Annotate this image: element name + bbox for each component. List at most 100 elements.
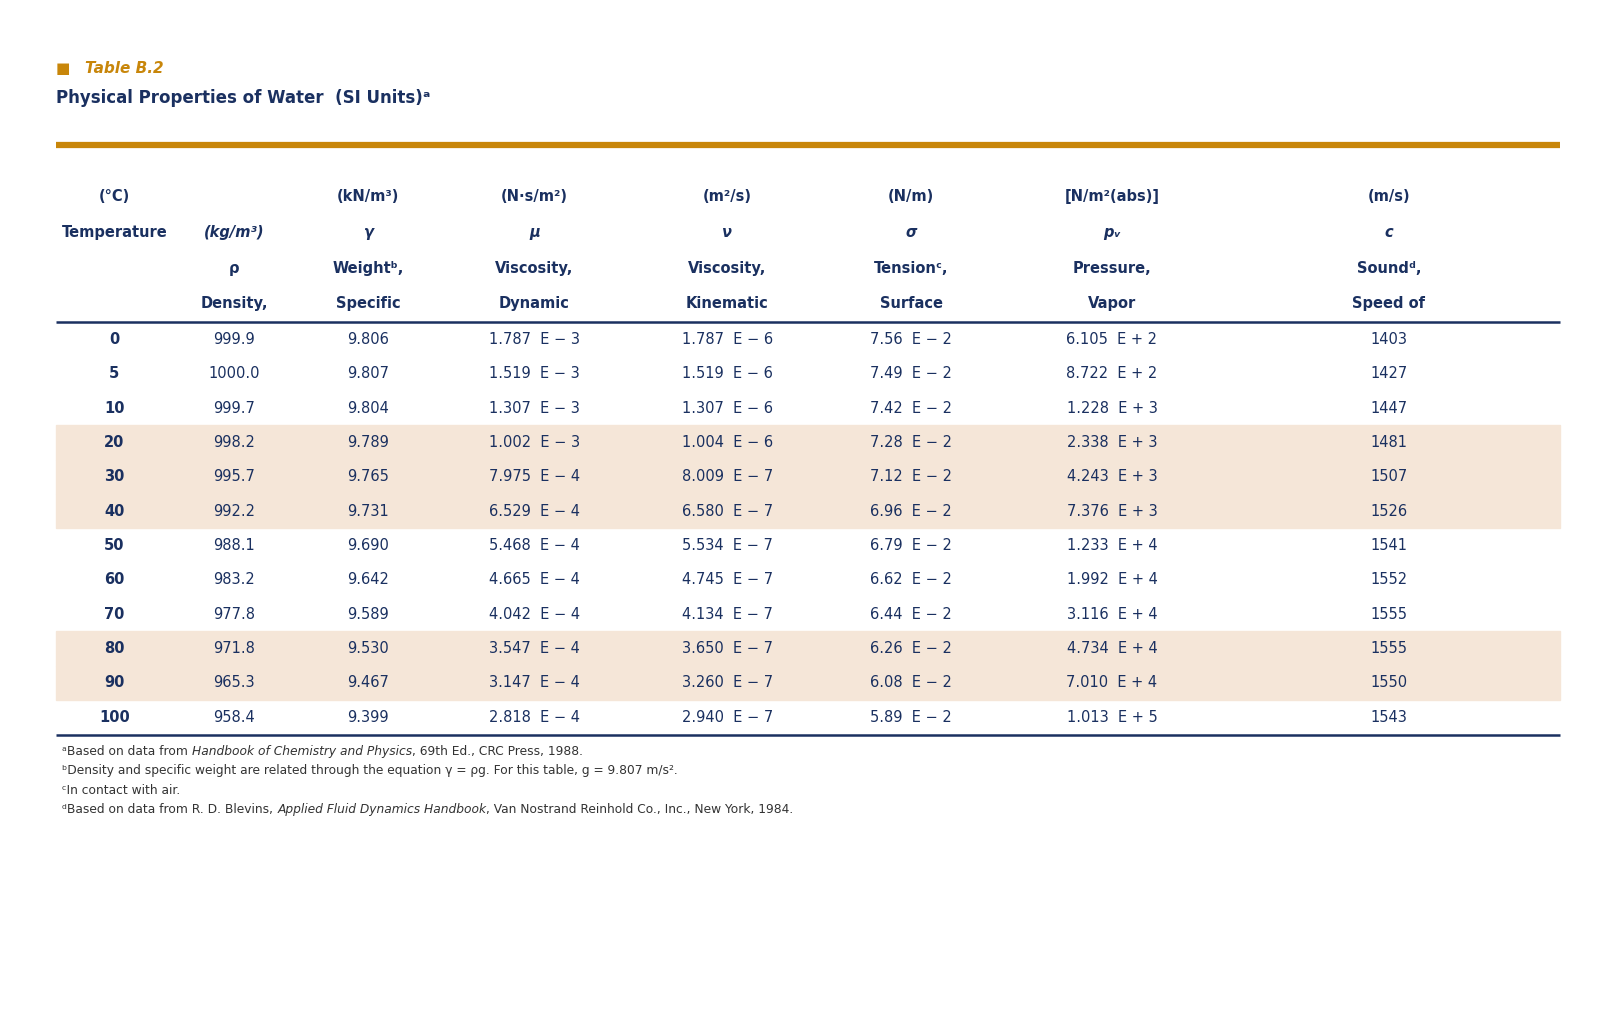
Text: 3.147  E − 4: 3.147 E − 4 (490, 675, 579, 691)
Text: 9.467: 9.467 (347, 675, 389, 691)
Text: 992.2: 992.2 (213, 503, 256, 519)
Text: 958.4: 958.4 (213, 710, 256, 725)
Text: ᶜIn contact with air.: ᶜIn contact with air. (62, 784, 181, 797)
Text: 3.260  E − 7: 3.260 E − 7 (682, 675, 773, 691)
Text: 1541: 1541 (1370, 538, 1408, 553)
Text: ρ: ρ (229, 261, 240, 275)
Text: 7.010  E + 4: 7.010 E + 4 (1067, 675, 1157, 691)
Text: 6.96  E − 2: 6.96 E − 2 (870, 503, 952, 519)
Bar (56, 426, 1560, 459)
Text: 9.642: 9.642 (347, 573, 389, 587)
Text: 1552: 1552 (1370, 573, 1408, 587)
Bar (56, 459, 1560, 494)
Text: 30: 30 (104, 470, 125, 484)
Text: (m²/s): (m²/s) (702, 189, 752, 204)
Text: 9.589: 9.589 (347, 607, 389, 622)
Text: 1555: 1555 (1370, 641, 1408, 656)
Text: 8.722  E + 2: 8.722 E + 2 (1066, 366, 1158, 382)
Text: 1.013  E + 5: 1.013 E + 5 (1067, 710, 1157, 725)
Text: 1526: 1526 (1370, 503, 1408, 519)
Text: 9.399: 9.399 (347, 710, 389, 725)
Text: 6.580  E − 7: 6.580 E − 7 (682, 503, 773, 519)
Text: 998.2: 998.2 (213, 435, 256, 450)
Text: 9.806: 9.806 (347, 331, 389, 347)
Text: 4.134  E − 7: 4.134 E − 7 (682, 607, 773, 622)
Text: 4.042  E − 4: 4.042 E − 4 (490, 607, 579, 622)
Text: 6.08  E − 2: 6.08 E − 2 (870, 675, 952, 691)
Text: 1481: 1481 (1370, 435, 1408, 450)
Text: 3.116  E + 4: 3.116 E + 4 (1067, 607, 1157, 622)
Text: Viscosity,: Viscosity, (496, 261, 573, 275)
Text: Pressure,: Pressure, (1072, 261, 1152, 275)
Text: 983.2: 983.2 (213, 573, 256, 587)
Text: Surface: Surface (880, 297, 942, 311)
Bar (56, 666, 1560, 700)
Text: 6.44  E − 2: 6.44 E − 2 (870, 607, 952, 622)
Text: 1403: 1403 (1370, 331, 1408, 347)
Text: 999.7: 999.7 (213, 401, 256, 415)
Text: 1555: 1555 (1370, 607, 1408, 622)
Text: 999.9: 999.9 (213, 331, 256, 347)
Text: Tensionᶜ,: Tensionᶜ, (874, 261, 949, 275)
Text: 4.745  E − 7: 4.745 E − 7 (682, 573, 773, 587)
Text: Density,: Density, (200, 297, 269, 311)
Text: 1.519  E − 6: 1.519 E − 6 (682, 366, 773, 382)
Text: Applied Fluid Dynamics Handbook: Applied Fluid Dynamics Handbook (277, 803, 486, 816)
Text: ᵈBased on data from R. D. Blevins,: ᵈBased on data from R. D. Blevins, (62, 803, 277, 816)
Text: 9.690: 9.690 (347, 538, 389, 553)
Text: 2.940  E − 7: 2.940 E − 7 (682, 710, 773, 725)
Text: 1543: 1543 (1370, 710, 1408, 725)
Text: ■: ■ (56, 61, 70, 77)
Text: 6.529  E − 4: 6.529 E − 4 (490, 503, 579, 519)
Text: 1.992  E + 4: 1.992 E + 4 (1067, 573, 1157, 587)
Text: 5.534  E − 7: 5.534 E − 7 (682, 538, 773, 553)
Text: 9.804: 9.804 (347, 401, 389, 415)
Text: ᵃBased on data from: ᵃBased on data from (62, 745, 192, 758)
Text: 3.547  E − 4: 3.547 E − 4 (490, 641, 579, 656)
Text: 1.233  E + 4: 1.233 E + 4 (1067, 538, 1157, 553)
Text: 4.665  E − 4: 4.665 E − 4 (490, 573, 579, 587)
Text: (N·s/m²): (N·s/m²) (501, 189, 568, 204)
Text: 9.765: 9.765 (347, 470, 389, 484)
Text: 1.228  E + 3: 1.228 E + 3 (1067, 401, 1157, 415)
Text: 5.89  E − 2: 5.89 E − 2 (870, 710, 952, 725)
Text: 1.787  E − 3: 1.787 E − 3 (490, 331, 579, 347)
Text: 7.12  E − 2: 7.12 E − 2 (870, 470, 952, 484)
Text: 6.79  E − 2: 6.79 E − 2 (870, 538, 952, 553)
Text: Physical Properties of Water  (SI Units)ᵃ: Physical Properties of Water (SI Units)ᵃ (56, 89, 430, 107)
Text: 0: 0 (109, 331, 120, 347)
Text: 60: 60 (104, 573, 125, 587)
Text: Temperature: Temperature (61, 225, 168, 239)
Text: 1000.0: 1000.0 (208, 366, 261, 382)
Bar (56, 631, 1560, 666)
Text: Viscosity,: Viscosity, (688, 261, 766, 275)
Text: 2.818  E − 4: 2.818 E − 4 (490, 710, 579, 725)
Text: 1550: 1550 (1370, 675, 1408, 691)
Text: 5: 5 (109, 366, 120, 382)
Text: 4.734  E + 4: 4.734 E + 4 (1067, 641, 1157, 656)
Text: 7.49  E − 2: 7.49 E − 2 (870, 366, 952, 382)
Text: μ: μ (530, 225, 539, 239)
Text: 90: 90 (104, 675, 125, 691)
Text: 70: 70 (104, 607, 125, 622)
Text: 7.975  E − 4: 7.975 E − 4 (490, 470, 579, 484)
Text: Speed of: Speed of (1352, 297, 1426, 311)
Text: 9.807: 9.807 (347, 366, 389, 382)
Text: (°C): (°C) (99, 189, 130, 204)
Bar (56, 494, 1560, 528)
Text: (kN/m³): (kN/m³) (338, 189, 398, 204)
Text: 1.004  E − 6: 1.004 E − 6 (682, 435, 773, 450)
Text: 7.42  E − 2: 7.42 E − 2 (870, 401, 952, 415)
Text: 7.56  E − 2: 7.56 E − 2 (870, 331, 952, 347)
Text: 9.530: 9.530 (347, 641, 389, 656)
Text: 9.731: 9.731 (347, 503, 389, 519)
Text: Table B.2: Table B.2 (85, 61, 163, 77)
Text: 20: 20 (104, 435, 125, 450)
Text: 8.009  E − 7: 8.009 E − 7 (682, 470, 773, 484)
Text: 80: 80 (104, 641, 125, 656)
Text: 100: 100 (99, 710, 130, 725)
Text: 1.787  E − 6: 1.787 E − 6 (682, 331, 773, 347)
Text: Weightᵇ,: Weightᵇ, (333, 261, 403, 275)
Text: 1.002  E − 3: 1.002 E − 3 (490, 435, 579, 450)
Text: 40: 40 (104, 503, 125, 519)
